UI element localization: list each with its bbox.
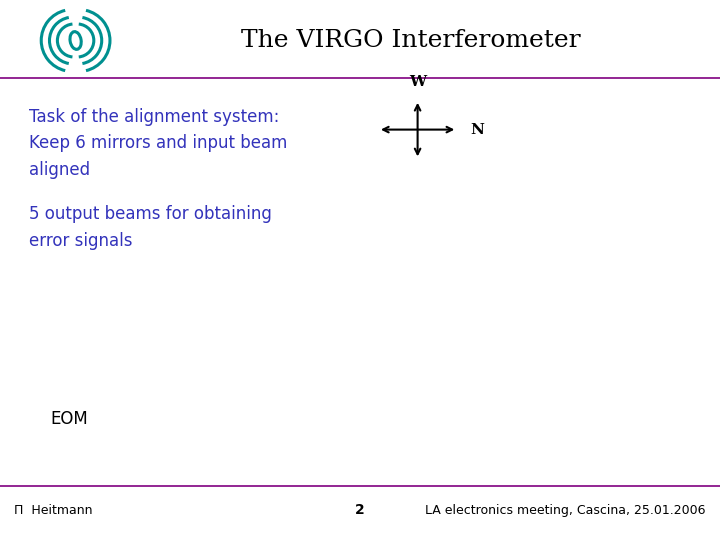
Text: 5 output beams for obtaining
error signals: 5 output beams for obtaining error signa…: [29, 205, 271, 249]
Text: W: W: [409, 75, 426, 89]
Text: 2: 2: [355, 503, 365, 517]
Text: EOM: EOM: [50, 409, 88, 428]
Text: LA electronics meeting, Cascina, 25.01.2006: LA electronics meeting, Cascina, 25.01.2…: [425, 504, 706, 517]
Text: Π  Heitmann: Π Heitmann: [14, 504, 93, 517]
Text: N: N: [470, 123, 484, 137]
Text: The VIRGO Interferometer: The VIRGO Interferometer: [240, 29, 580, 52]
Text: Task of the alignment system:
Keep 6 mirrors and input beam
aligned: Task of the alignment system: Keep 6 mir…: [29, 108, 287, 179]
